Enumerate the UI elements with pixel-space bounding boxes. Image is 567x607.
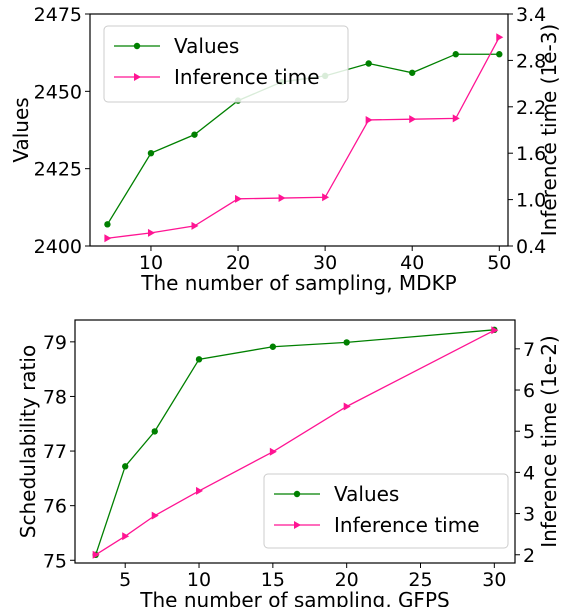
data-point bbox=[151, 511, 159, 520]
data-point bbox=[122, 532, 130, 541]
y2-tick-label: 4 bbox=[523, 462, 535, 484]
y-tick-label: 79 bbox=[43, 332, 67, 354]
y-tick-label: 2450 bbox=[34, 81, 82, 103]
y-tick-label: 75 bbox=[43, 550, 67, 572]
y-tick-label: 76 bbox=[43, 496, 67, 518]
data-point bbox=[343, 402, 351, 411]
y2-tick-label: 1.6 bbox=[516, 143, 546, 165]
data-point bbox=[365, 115, 373, 124]
x-tick-label: 30 bbox=[313, 252, 337, 274]
legend-label: Inference time bbox=[174, 65, 320, 89]
data-point bbox=[365, 60, 372, 67]
y2-tick-label: 2.2 bbox=[516, 97, 546, 119]
y2-tick-label: 7 bbox=[523, 339, 535, 361]
legend-label: Values bbox=[174, 34, 239, 58]
y2-tick-label: 2.8 bbox=[516, 50, 546, 72]
y2-axis-label: Inference time (1e-3) bbox=[537, 24, 561, 236]
legend-label: Inference time bbox=[334, 513, 480, 537]
y-axis-label: Values bbox=[9, 97, 33, 162]
data-point bbox=[343, 339, 350, 346]
y2-axis-label: Inference time (1e-2) bbox=[537, 335, 561, 547]
x-tick-label: 30 bbox=[482, 569, 506, 591]
x-tick-label: 10 bbox=[187, 569, 211, 591]
x-tick-label: 20 bbox=[226, 252, 250, 274]
y2-tick-label: 6 bbox=[523, 380, 535, 402]
y2-tick-label: 2 bbox=[523, 545, 535, 567]
data-point bbox=[122, 463, 129, 470]
data-point bbox=[147, 228, 155, 237]
legend: Values Inference time bbox=[263, 473, 509, 549]
x-axis-label: The number of sampling, GFPS bbox=[139, 588, 449, 607]
y-axis-label: Schedulability ratio bbox=[16, 345, 40, 538]
x-tick-label: 10 bbox=[139, 252, 163, 274]
y2-tick-label: 5 bbox=[523, 421, 535, 443]
data-point bbox=[269, 343, 277, 350]
legend-box bbox=[103, 25, 349, 103]
plot-frame bbox=[74, 319, 516, 564]
data-point bbox=[496, 33, 504, 42]
data-point bbox=[147, 150, 155, 157]
data-point bbox=[235, 194, 243, 203]
data-point bbox=[191, 221, 199, 230]
data-point bbox=[104, 221, 111, 228]
data-point bbox=[191, 131, 198, 138]
data-point bbox=[496, 51, 503, 58]
y2-tick-label: 3 bbox=[523, 504, 535, 526]
data-point bbox=[452, 51, 459, 58]
data-point bbox=[92, 550, 100, 559]
x-tick-label: 5 bbox=[119, 569, 131, 591]
data-point bbox=[196, 486, 204, 495]
data-point bbox=[409, 115, 417, 124]
legend-marker bbox=[134, 73, 141, 81]
data-point bbox=[269, 447, 277, 456]
data-point bbox=[195, 356, 203, 363]
legend-marker bbox=[293, 490, 301, 498]
y-tick-label: 2400 bbox=[34, 236, 82, 258]
x-tick-label: 20 bbox=[335, 569, 359, 591]
legend-marker bbox=[133, 42, 141, 50]
y-tick-label: 78 bbox=[43, 386, 67, 408]
legend-label: Values bbox=[334, 482, 399, 506]
series-line-2 bbox=[107, 36, 500, 239]
y-tick-label: 2425 bbox=[34, 159, 82, 181]
legend: Values Inference time bbox=[103, 25, 349, 103]
plot-frame bbox=[89, 13, 509, 247]
y2-tick-label: 1.0 bbox=[516, 190, 546, 212]
data-point bbox=[278, 194, 286, 203]
x-tick-label: 50 bbox=[487, 252, 511, 274]
data-point bbox=[452, 114, 460, 123]
x-tick-label: 25 bbox=[408, 569, 432, 591]
legend-marker bbox=[294, 521, 301, 529]
chart-panel-1: 10 20 30 40 50 2400 2425 2450 2475 0.4 1.0 1.6 2.2 2.… bbox=[9, 4, 561, 295]
x-axis-label: The number of sampling, MDKP bbox=[140, 271, 457, 295]
y-tick-label: 77 bbox=[43, 441, 67, 463]
data-point bbox=[491, 326, 499, 335]
x-tick-label: 15 bbox=[261, 569, 285, 591]
y2-tick-label: 0.4 bbox=[516, 236, 546, 258]
data-point bbox=[151, 428, 158, 435]
chart-panel-2: 5 10 15 20 25 30 75 76 77 78 79 2 3 4 5 6 7 The number of… bbox=[16, 319, 561, 607]
data-point bbox=[409, 69, 416, 76]
y2-tick-label: 3.4 bbox=[516, 4, 546, 26]
data-point bbox=[104, 234, 112, 243]
y-tick-label: 2475 bbox=[34, 4, 82, 26]
x-tick-label: 40 bbox=[400, 252, 424, 274]
data-point bbox=[322, 193, 330, 202]
legend-box bbox=[263, 473, 509, 549]
